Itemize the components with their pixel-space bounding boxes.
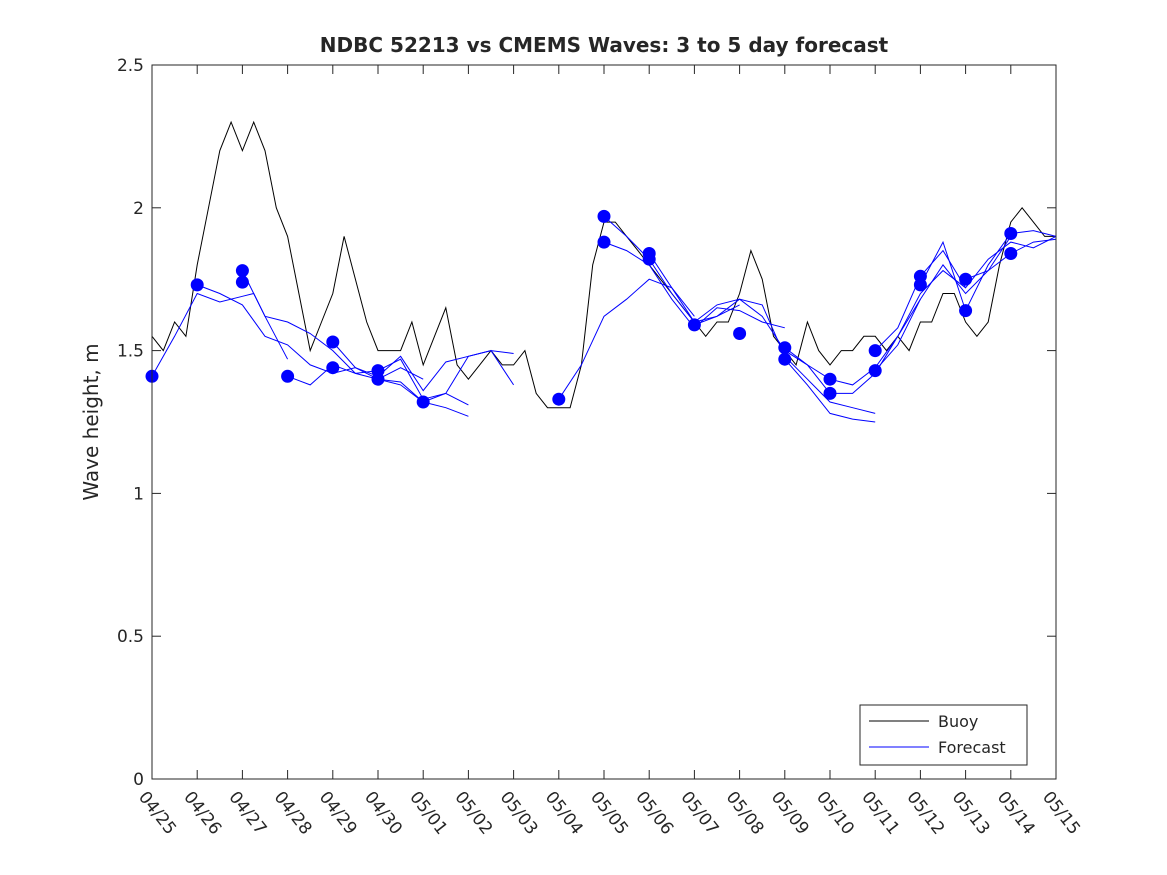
forecast-marker <box>868 344 882 358</box>
legend-buoy-label: Buoy <box>938 712 978 731</box>
y-axis-ticks: 0 0.5 1 1.5 2 2.5 <box>117 56 1056 790</box>
y-axis-label: Wave height, m <box>79 343 103 500</box>
forecast-marker <box>823 386 837 400</box>
legend-forecast-label: Forecast <box>938 738 1006 757</box>
forecast-marker <box>326 361 340 375</box>
forecast-marker <box>642 252 656 266</box>
forecast-run-line <box>830 269 966 394</box>
forecast-marker <box>868 364 882 378</box>
y-tick-label: 2.5 <box>117 56 144 76</box>
y-tick-label: 0 <box>133 770 144 790</box>
forecast-marker <box>281 369 295 383</box>
forecast-marker <box>823 372 837 386</box>
plot-frame <box>151 64 1057 780</box>
series-layer <box>145 120 1057 423</box>
forecast-marker <box>597 235 611 249</box>
forecast-run-line <box>784 358 876 423</box>
forecast-marker <box>552 392 566 406</box>
forecast-marker <box>959 304 973 318</box>
forecast-marker <box>371 372 385 386</box>
forecast-run-line <box>197 284 424 403</box>
forecast-run-line <box>423 350 514 403</box>
forecast-marker <box>778 341 792 355</box>
forecast-run-line <box>919 230 1057 312</box>
legend-box <box>859 704 1028 766</box>
forecast-run-line <box>241 270 424 380</box>
forecast-marker <box>416 395 430 409</box>
plot-area <box>152 65 1056 779</box>
forecast-marker <box>235 264 249 278</box>
forecast-marker <box>597 209 611 223</box>
forecast-marker <box>1004 247 1018 260</box>
forecast-marker <box>687 318 701 332</box>
forecast-marker <box>190 278 204 292</box>
y-tick-label: 1.5 <box>117 342 144 362</box>
forecast-marker <box>733 327 747 340</box>
y-tick-label: 1 <box>133 484 144 504</box>
forecast-marker <box>913 278 927 292</box>
forecast-marker <box>235 275 249 289</box>
legend: Buoy Forecast <box>859 704 1028 766</box>
forecast-marker <box>959 272 973 286</box>
forecast-marker <box>778 352 792 366</box>
chart-title: NDBC 52213 vs CMEMS Waves: 3 to 5 day fo… <box>320 33 889 57</box>
forecast-marker <box>1004 227 1018 240</box>
y-tick-label: 0.5 <box>117 627 144 647</box>
y-tick-label: 2 <box>133 199 144 219</box>
forecast-marker <box>326 335 340 349</box>
